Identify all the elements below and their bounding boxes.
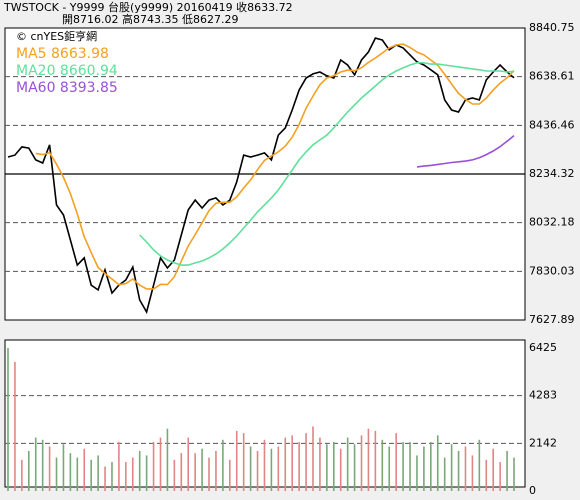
y-tick-label: 8840.75 (529, 21, 575, 34)
volume-bar (270, 448, 273, 491)
volume-bar (409, 442, 411, 491)
volume-bar (138, 450, 141, 491)
volume-bar (27, 450, 30, 491)
volume-bar (360, 435, 363, 491)
price-line (7, 37, 515, 315)
volume-bar (464, 446, 467, 491)
watermark: © cnYES鉅亨網 (16, 29, 97, 43)
volume-bar (339, 448, 342, 491)
volume-bar (450, 444, 453, 491)
volume-bar (471, 455, 474, 491)
volume-bar (346, 437, 349, 491)
volume-bar (492, 448, 495, 491)
volume-bar (7, 348, 9, 491)
volume-bar (97, 455, 99, 491)
volume-bar (145, 455, 148, 491)
volume-bar (499, 462, 501, 491)
volume-bar (374, 430, 377, 491)
volume-bar (277, 446, 280, 491)
volume-bar (118, 442, 120, 491)
volume-bar (215, 450, 217, 491)
y-tick-label: 8638.61 (529, 70, 575, 83)
volume-bar (187, 437, 190, 491)
price-line (416, 134, 515, 168)
volume-bar (478, 439, 481, 491)
volume-bar (62, 444, 65, 491)
volume-bar (284, 437, 287, 491)
volume-bar (159, 437, 162, 491)
volume-bar (21, 459, 23, 491)
volume-bar (48, 446, 51, 491)
volume-bar (194, 453, 196, 491)
y-tick-label: 7830.03 (529, 264, 575, 277)
y-tick-label: 4283 (529, 389, 557, 402)
volume-bar (152, 442, 155, 491)
volume-bar (305, 433, 307, 491)
volume-bar (353, 444, 356, 491)
volume-bar (41, 439, 44, 491)
volume-bar (166, 428, 169, 491)
volume-bar (173, 459, 176, 491)
volume-bar (513, 457, 515, 491)
y-tick-label: 0 (529, 484, 536, 497)
volume-bar (506, 450, 508, 491)
legend-entry: MA60 8393.85 (16, 80, 118, 96)
volume-bar (381, 439, 384, 491)
volume-bar (430, 442, 432, 491)
volume-bar (367, 428, 370, 491)
price-line (139, 61, 515, 266)
volume-bar (104, 466, 106, 491)
volume-bar (69, 453, 72, 491)
y-tick-label: 2142 (529, 436, 557, 449)
volume-bar (125, 462, 127, 491)
y-tick-label: 8436.46 (529, 118, 575, 131)
volume-bar (443, 457, 446, 491)
volume-bar (332, 442, 335, 491)
volume-bar (436, 435, 439, 491)
volume-bar (388, 446, 391, 491)
y-tick-label: 6425 (529, 341, 557, 354)
volume-bar (457, 450, 460, 491)
volume-bar (14, 361, 16, 491)
y-tick-label: 8234.32 (529, 167, 575, 180)
volume-bar (263, 439, 266, 491)
volume-bar (298, 442, 300, 491)
legend-entry: MA5 8663.98 (16, 46, 109, 62)
price-line (35, 43, 515, 290)
volume-bar (235, 430, 238, 491)
volume-bar (55, 457, 58, 491)
chart-title: TWSTOCK - Y9999 台股(y9999) 20160419 收8633… (3, 0, 293, 14)
chart-subtitle: 開8716.02 高8743.35 低8627.29 (62, 12, 238, 26)
volume-bar (402, 442, 404, 491)
volume-bar (319, 437, 321, 491)
volume-bar (90, 459, 92, 491)
legend-entry: MA20 8660.94 (16, 63, 118, 79)
volume-bar (485, 459, 488, 491)
volume-bar (249, 446, 252, 491)
volume-bar (242, 433, 245, 491)
volume-bar (395, 433, 397, 491)
volume-bar (312, 426, 314, 491)
volume-bar (111, 462, 113, 491)
volume-bar (256, 450, 259, 491)
volume-bar (76, 457, 79, 491)
volume-bar (180, 453, 183, 491)
volume-bar (208, 457, 210, 491)
volume-bar (83, 448, 86, 491)
volume-bar (291, 435, 293, 491)
volume-bar (201, 448, 203, 491)
volume-bar (34, 437, 37, 491)
y-tick-label: 8032.18 (529, 216, 575, 229)
volume-bar (222, 439, 224, 491)
volume-bar (131, 457, 134, 491)
volume-bar (326, 444, 328, 491)
volume-bar (416, 455, 418, 491)
volume-bar (423, 446, 425, 491)
y-tick-label: 7627.89 (529, 313, 575, 326)
volume-bar (229, 459, 231, 491)
